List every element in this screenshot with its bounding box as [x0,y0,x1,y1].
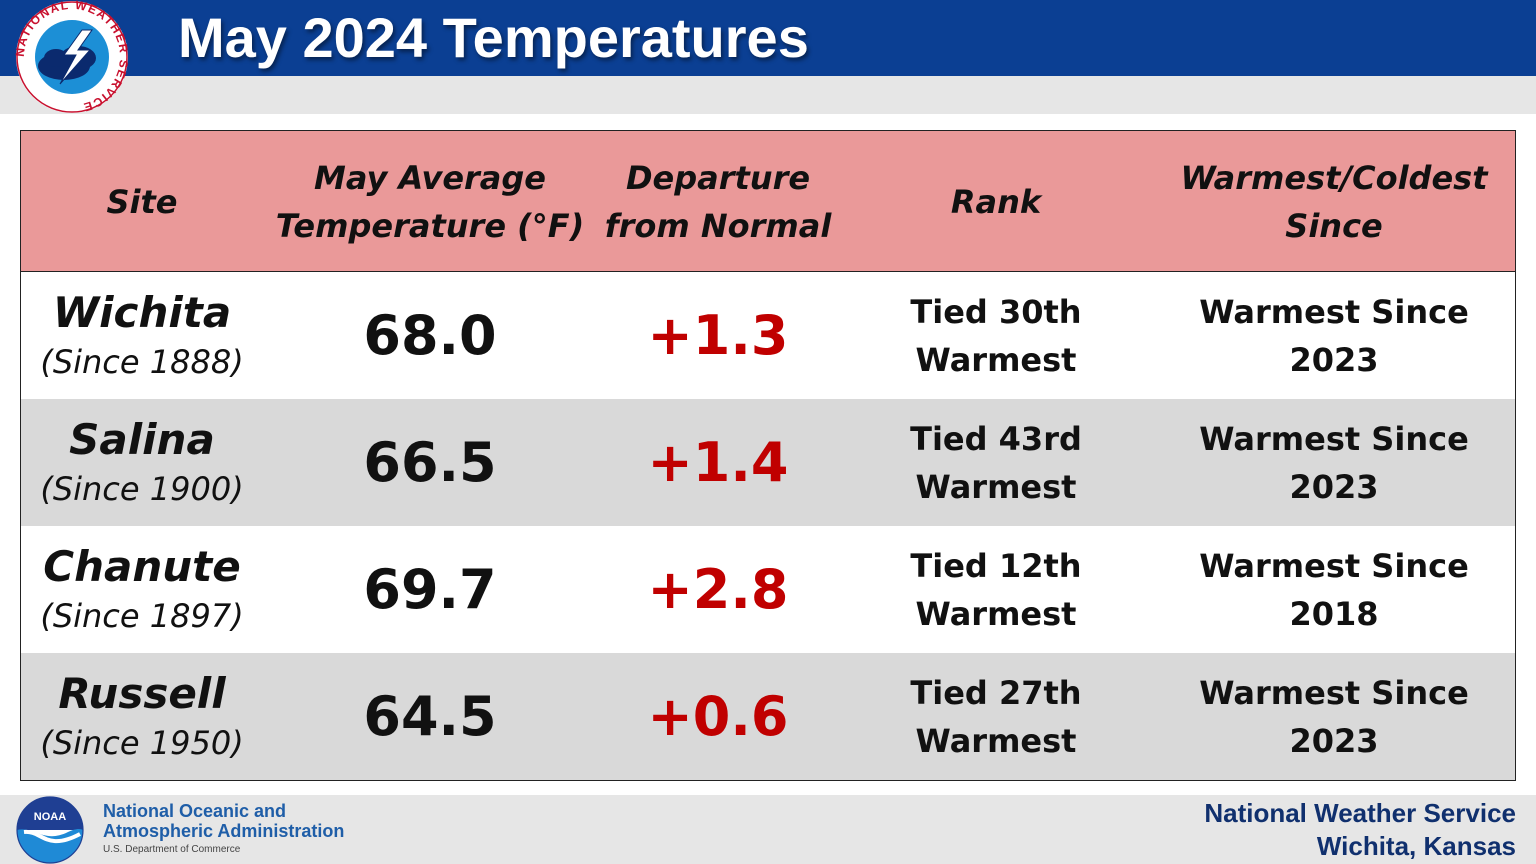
avg-temp-value: 66.5 [363,431,497,494]
header-site: Site [21,131,263,272]
rank-line2: Warmest [915,467,1077,506]
table-row: Wichita (Since 1888) 68.0 +1.3 Tied 30th… [21,272,1515,399]
site-cell: Salina (Since 1900) [21,399,263,526]
header-site-label: Site [106,182,178,221]
since-line2: 2018 [1289,594,1379,633]
departure-value: +0.6 [647,685,789,748]
since-line2: 2023 [1289,340,1379,379]
rank-line2: Warmest [915,594,1077,633]
header-rank: Rank [881,131,1111,272]
avg-temp-value: 68.0 [363,304,497,367]
site-cell: Chanute (Since 1897) [21,526,263,653]
table-row: Chanute (Since 1897) 69.7 +2.8 Tied 12th… [21,526,1515,653]
avg-temp-value: 69.7 [363,558,497,621]
rank-line2: Warmest [915,340,1077,379]
nws-office-location: Wichita, Kansas [1316,831,1516,861]
site-cell: Russell (Since 1950) [21,653,263,780]
site-name: Russell [58,668,226,718]
table-header-row: Site May Average Temperature (°F) Depart… [21,131,1515,272]
header-rank-label: Rank [950,182,1042,221]
header-departure: Departure from Normal [589,131,847,272]
site-record-start: (Since 1900) [40,469,244,508]
site-cell: Wichita (Since 1888) [21,272,263,399]
rank-cell: Tied 30th Warmest [881,272,1111,399]
header-avg-line1: May Average [313,158,546,197]
nws-office-name: National Weather Service [1204,798,1516,828]
rank-line1: Tied 30th [910,292,1082,331]
noaa-department: U.S. Department of Commerce [103,844,241,855]
footer-bar [0,795,1536,864]
header-avg-temp: May Average Temperature (°F) [271,131,589,272]
since-cell: Warmest Since 2018 [1161,526,1507,653]
header-since-line2: Since [1285,206,1383,245]
table-row: Russell (Since 1950) 64.5 +0.6 Tied 27th… [21,653,1515,780]
rank-cell: Tied 27th Warmest [881,653,1111,780]
header-since-line1: Warmest/Coldest [1180,158,1488,197]
rank-line1: Tied 27th [910,673,1082,712]
departure-value: +1.3 [647,304,789,367]
rank-line2: Warmest [915,721,1077,760]
since-line1: Warmest Since [1199,673,1469,712]
since-cell: Warmest Since 2023 [1161,272,1507,399]
since-line2: 2023 [1289,467,1379,506]
site-name: Chanute [43,541,241,591]
noaa-logo-icon: NOAA [16,796,84,864]
nws-logo-icon: NATIONAL WEATHER SERVICE [13,0,130,114]
header-dep-line2: from Normal [604,206,832,245]
rank-line1: Tied 12th [910,546,1082,585]
noaa-name-line2: Atmospheric Administration [103,821,345,841]
rank-cell: Tied 12th Warmest [881,526,1111,653]
site-name: Wichita [52,287,232,337]
since-line1: Warmest Since [1199,419,1469,458]
rank-cell: Tied 43rd Warmest [881,399,1111,526]
page-title: May 2024 Temperatures [178,6,809,69]
since-cell: Warmest Since 2023 [1161,399,1507,526]
rank-line1: Tied 43rd [910,419,1082,458]
noaa-name-line1: National Oceanic and [103,801,287,821]
departure-value: +2.8 [647,558,789,621]
header-avg-line2: Temperature (°F) [275,206,585,245]
site-record-start: (Since 1897) [40,596,244,635]
since-line2: 2023 [1289,721,1379,760]
temperature-table: Site May Average Temperature (°F) Depart… [20,130,1516,781]
since-line1: Warmest Since [1199,546,1469,585]
header-since: Warmest/Coldest Since [1161,131,1507,272]
departure-value: +1.4 [647,431,789,494]
header-dep-line1: Departure [625,158,811,197]
title-underbar [0,76,1536,114]
since-cell: Warmest Since 2023 [1161,653,1507,780]
site-name: Salina [69,414,215,464]
title-bar [0,0,1536,76]
table-row: Salina (Since 1900) 66.5 +1.4 Tied 43rd … [21,399,1515,526]
since-line1: Warmest Since [1199,292,1469,331]
avg-temp-value: 64.5 [363,685,497,748]
site-record-start: (Since 1888) [40,342,244,381]
noaa-logo-text: NOAA [34,811,66,823]
site-record-start: (Since 1950) [40,723,244,762]
